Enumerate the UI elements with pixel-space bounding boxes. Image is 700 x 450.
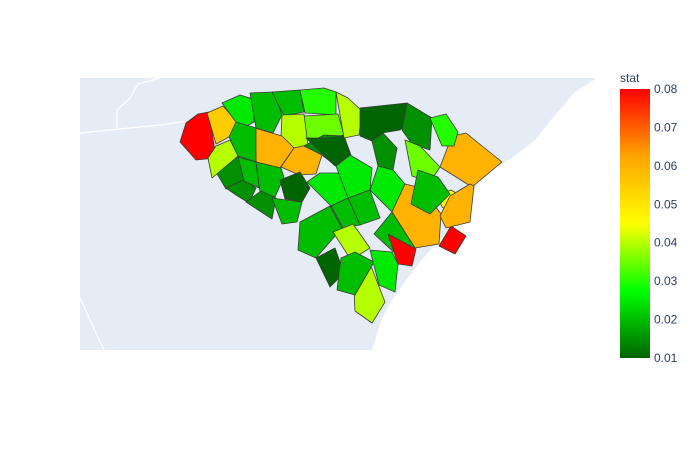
county-region[interactable] — [225, 179, 257, 204]
county-region[interactable] — [237, 156, 260, 189]
colorbar-gradient — [620, 89, 650, 358]
colorbar-tick-label: 0.03 — [654, 274, 678, 288]
county-region[interactable] — [410, 169, 451, 215]
county-region[interactable] — [336, 251, 375, 296]
colorbar-tick-label: 0.01 — [654, 351, 678, 365]
county-region[interactable] — [305, 135, 351, 167]
county-region[interactable] — [387, 233, 417, 267]
county-region[interactable] — [369, 165, 406, 213]
colorbar-tick-label: 0.04 — [654, 236, 678, 250]
county-region[interactable] — [255, 161, 285, 198]
county-region[interactable] — [404, 139, 441, 183]
county-region[interactable] — [438, 225, 467, 255]
county-region[interactable] — [335, 154, 373, 199]
county-region[interactable] — [207, 139, 239, 179]
county-region[interactable] — [271, 89, 305, 117]
county-region[interactable] — [249, 91, 283, 134]
colorbar-tick-label: 0.08 — [654, 82, 678, 96]
county-region[interactable] — [299, 87, 337, 116]
county-region[interactable] — [245, 190, 277, 220]
colorbar-tick-label: 0.02 — [654, 313, 678, 327]
county-region[interactable] — [297, 205, 343, 259]
county-region[interactable] — [330, 197, 361, 229]
county-region[interactable] — [369, 249, 399, 293]
colorbar-tick-label: 0.06 — [654, 159, 678, 173]
colorbar-ticks: 0.01 0.02 0.03 0.04 0.05 0.06 0.07 0.08 — [654, 82, 678, 365]
county-layer — [179, 87, 503, 324]
colorbar-title: stat — [620, 71, 640, 85]
county-region[interactable] — [439, 183, 475, 229]
county-region[interactable] — [371, 132, 398, 171]
county-region[interactable] — [279, 171, 311, 203]
colorbar-tick-label: 0.07 — [654, 120, 678, 134]
county-region[interactable] — [332, 223, 371, 261]
state-border-line — [116, 77, 161, 128]
colorbar: stat 0.01 0.02 0.03 0.04 0.05 0.06 0.07 0.08 — [620, 71, 678, 365]
county-region[interactable] — [228, 121, 257, 163]
state-border-line — [79, 297, 105, 351]
county-region[interactable] — [271, 197, 303, 225]
colorbar-tick-label: 0.05 — [654, 197, 678, 211]
county-region[interactable] — [429, 113, 459, 147]
